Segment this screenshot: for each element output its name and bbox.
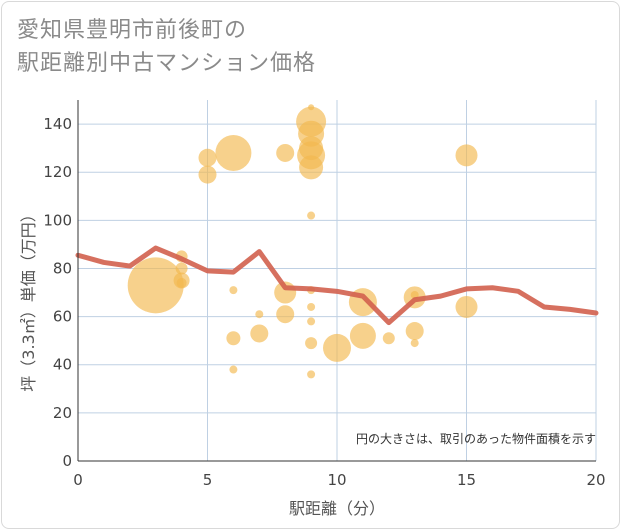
y-tick-label: 60 [53,308,72,326]
bubble-point [127,257,184,314]
bubble-point [215,134,252,171]
bubble-point [226,331,241,346]
x-tick-label: 0 [73,471,83,489]
y-tick-label: 80 [53,259,72,277]
bubble-point [255,310,264,319]
bubbles [127,104,478,379]
bubble-point [349,322,376,349]
bubble-point [198,148,217,167]
bubble-point [305,337,318,350]
y-tick-label: 120 [43,163,72,181]
bubble-point [276,305,295,324]
x-tick-label: 10 [327,471,346,489]
bubble-point [323,333,351,362]
y-tick-label: 140 [43,115,72,133]
bubble-point [307,302,316,311]
bubble-point [250,324,269,343]
bubble-point [410,339,419,348]
bubble-point [175,262,188,275]
bubble-point [198,165,217,184]
x-tick-label: 5 [203,471,213,489]
chart-title: 愛知県豊明市前後町の 駅距離別中古マンション価格 [17,18,317,76]
bubble-point [307,370,316,379]
bubble-point [276,143,295,162]
bubble-size-note: 円の大きさは、取引のあった物件面積を示す [356,431,596,446]
bubble-point [229,286,238,295]
x-axis-label: 駅距離（分） [289,499,385,518]
bubble-point [455,295,478,318]
axes [77,100,596,462]
y-tick-label: 100 [43,211,72,229]
x-tick-label: 20 [586,471,605,489]
y-tick-label: 0 [62,452,72,470]
trend-line-group [75,245,599,326]
average-price-line [75,245,599,326]
tick-labels: 0 20 40 60 80 100 120 140 0 5 10 15 20 [43,115,605,489]
bubble-point [455,144,478,167]
bubble-point [176,277,187,288]
bubble-point [405,322,424,341]
y-tick-label: 20 [53,404,72,422]
bubble-point [299,155,324,180]
y-axis-label: 坪（3.3㎡）単価（万円） [19,206,38,391]
bubble-point [382,332,395,345]
y-tick-label: 40 [53,356,72,374]
bubble-point [307,211,316,220]
bubble-point [229,365,238,374]
bubble-point [307,317,316,326]
x-tick-label: 15 [457,471,476,489]
